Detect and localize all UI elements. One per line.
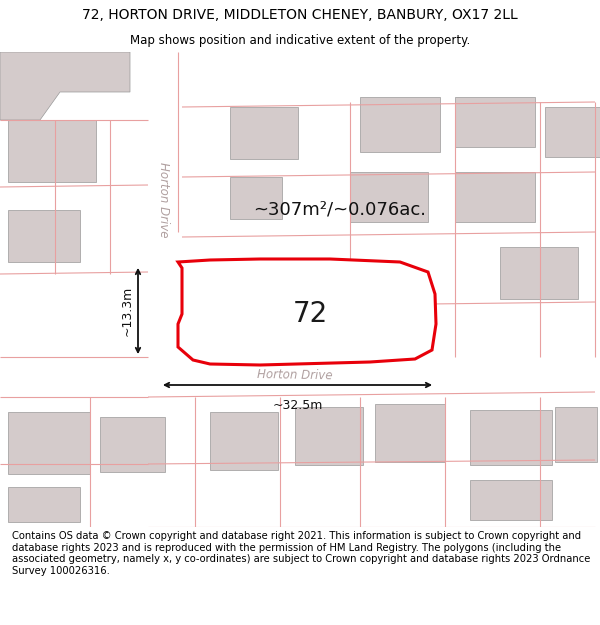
Bar: [100, 417, 165, 472]
Bar: [470, 410, 552, 465]
Text: ~32.5m: ~32.5m: [272, 399, 323, 412]
Bar: [500, 247, 578, 299]
Text: ~13.3m: ~13.3m: [121, 286, 134, 336]
Bar: [545, 107, 600, 157]
Bar: [375, 404, 445, 462]
Text: Map shows position and indicative extent of the property.: Map shows position and indicative extent…: [130, 34, 470, 47]
Polygon shape: [148, 52, 182, 527]
Bar: [230, 107, 298, 159]
Text: 72: 72: [292, 300, 328, 328]
Text: ~307m²/~0.076ac.: ~307m²/~0.076ac.: [254, 201, 427, 219]
Text: Horton Drive: Horton Drive: [257, 368, 333, 382]
Bar: [455, 97, 535, 147]
Polygon shape: [178, 259, 436, 365]
Bar: [210, 412, 278, 470]
Bar: [230, 177, 282, 219]
Bar: [470, 480, 552, 520]
Text: Contains OS data © Crown copyright and database right 2021. This information is : Contains OS data © Crown copyright and d…: [12, 531, 590, 576]
Bar: [555, 407, 597, 462]
Bar: [8, 412, 90, 474]
Text: Horton Drive: Horton Drive: [157, 162, 170, 238]
Bar: [455, 172, 535, 222]
Bar: [295, 407, 363, 465]
Bar: [8, 210, 80, 262]
Polygon shape: [0, 347, 600, 397]
Bar: [360, 97, 440, 152]
Bar: [8, 120, 96, 182]
Bar: [350, 172, 428, 222]
Bar: [8, 487, 80, 522]
Polygon shape: [0, 52, 130, 120]
Text: 72, HORTON DRIVE, MIDDLETON CHENEY, BANBURY, OX17 2LL: 72, HORTON DRIVE, MIDDLETON CHENEY, BANB…: [82, 8, 518, 21]
